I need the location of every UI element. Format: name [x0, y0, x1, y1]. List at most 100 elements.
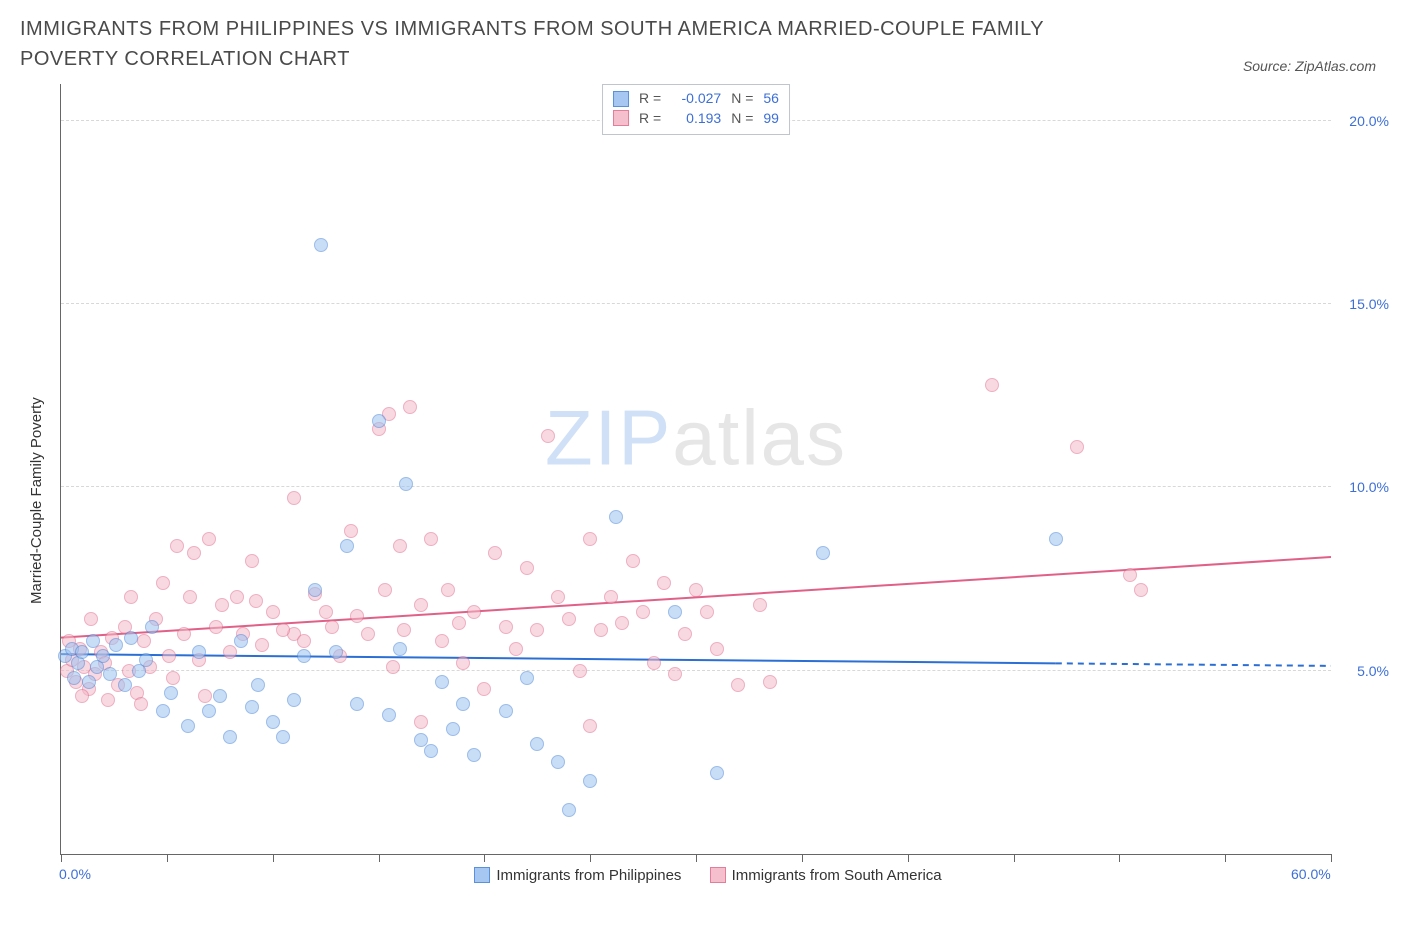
y-tick-label: 10.0% [1349, 479, 1389, 495]
data-point-south-america [1134, 583, 1148, 597]
x-tick [61, 854, 62, 862]
data-point-south-america [276, 623, 290, 637]
data-point-philippines [213, 689, 227, 703]
n-value-philippines: 56 [763, 89, 779, 109]
data-point-philippines [245, 700, 259, 714]
data-point-south-america [551, 590, 565, 604]
data-point-philippines [96, 649, 110, 663]
x-tick [1014, 854, 1015, 862]
data-point-philippines [86, 634, 100, 648]
data-point-south-america [678, 627, 692, 641]
data-point-south-america [266, 605, 280, 619]
stats-row-philippines: R = -0.027 N = 56 [613, 89, 779, 109]
data-point-south-america [287, 491, 301, 505]
data-point-philippines [340, 539, 354, 553]
data-point-philippines [314, 238, 328, 252]
data-point-south-america [985, 378, 999, 392]
data-point-south-america [249, 594, 263, 608]
data-point-south-america [124, 590, 138, 604]
r-value-philippines: -0.027 [671, 89, 721, 109]
data-point-south-america [520, 561, 534, 575]
data-point-south-america [325, 620, 339, 634]
data-point-south-america [530, 623, 544, 637]
data-point-philippines [251, 678, 265, 692]
n-label: N = [731, 89, 753, 109]
data-point-south-america [573, 664, 587, 678]
data-point-south-america [166, 671, 180, 685]
data-point-philippines [668, 605, 682, 619]
data-point-philippines [118, 678, 132, 692]
data-point-south-america [689, 583, 703, 597]
data-point-south-america [583, 719, 597, 733]
r-label: R = [639, 109, 661, 129]
y-tick-label: 15.0% [1349, 296, 1389, 312]
data-point-philippines [350, 697, 364, 711]
x-tick [379, 854, 380, 862]
data-point-philippines [1049, 532, 1063, 546]
data-point-south-america [156, 576, 170, 590]
data-point-south-america [255, 638, 269, 652]
data-point-south-america [477, 682, 491, 696]
data-point-philippines [393, 642, 407, 656]
data-point-philippines [103, 667, 117, 681]
data-point-philippines [816, 546, 830, 560]
watermark: ZIPatlas [545, 393, 847, 484]
data-point-south-america [615, 616, 629, 630]
n-label: N = [731, 109, 753, 129]
data-point-philippines [287, 693, 301, 707]
data-point-south-america [700, 605, 714, 619]
data-point-south-america [162, 649, 176, 663]
data-point-south-america [397, 623, 411, 637]
data-point-south-america [731, 678, 745, 692]
data-point-south-america [137, 634, 151, 648]
data-point-south-america [393, 539, 407, 553]
x-tick [484, 854, 485, 862]
data-point-south-america [414, 715, 428, 729]
stats-row-south-america: R = 0.193 N = 99 [613, 109, 779, 129]
data-point-south-america [378, 583, 392, 597]
data-point-philippines [276, 730, 290, 744]
data-point-south-america [753, 598, 767, 612]
data-point-south-america [134, 697, 148, 711]
data-point-south-america [509, 642, 523, 656]
data-point-south-america [187, 546, 201, 560]
data-point-south-america [170, 539, 184, 553]
n-value-south-america: 99 [763, 109, 779, 129]
data-point-south-america [441, 583, 455, 597]
x-tick [273, 854, 274, 862]
data-point-south-america [297, 634, 311, 648]
data-point-philippines [266, 715, 280, 729]
data-point-philippines [67, 671, 81, 685]
swatch-south-america-icon [613, 110, 629, 126]
data-point-philippines [202, 704, 216, 718]
legend-swatch-south-america-icon [710, 867, 726, 883]
r-value-south-america: 0.193 [671, 109, 721, 129]
source-label: Source: ZipAtlas.com [1243, 58, 1386, 74]
data-point-philippines [456, 697, 470, 711]
data-point-south-america [763, 675, 777, 689]
legend-swatch-philippines-icon [474, 867, 490, 883]
data-point-south-america [710, 642, 724, 656]
y-axis-title: Married-Couple Family Poverty [28, 397, 45, 604]
x-tick-label: 60.0% [1291, 866, 1331, 882]
data-point-philippines [75, 645, 89, 659]
data-point-south-america [230, 590, 244, 604]
data-point-philippines [145, 620, 159, 634]
data-point-philippines [82, 675, 96, 689]
x-tick [696, 854, 697, 862]
data-point-south-america [361, 627, 375, 641]
data-point-philippines [609, 510, 623, 524]
data-point-south-america [456, 656, 470, 670]
data-point-philippines [156, 704, 170, 718]
data-point-philippines [181, 719, 195, 733]
data-point-south-america [488, 546, 502, 560]
gridline [61, 303, 1331, 304]
data-point-south-america [435, 634, 449, 648]
data-point-philippines [467, 748, 481, 762]
data-point-south-america [668, 667, 682, 681]
regression-lines [61, 84, 1331, 854]
data-point-philippines [530, 737, 544, 751]
data-point-south-america [626, 554, 640, 568]
data-point-philippines [446, 722, 460, 736]
x-tick [802, 854, 803, 862]
